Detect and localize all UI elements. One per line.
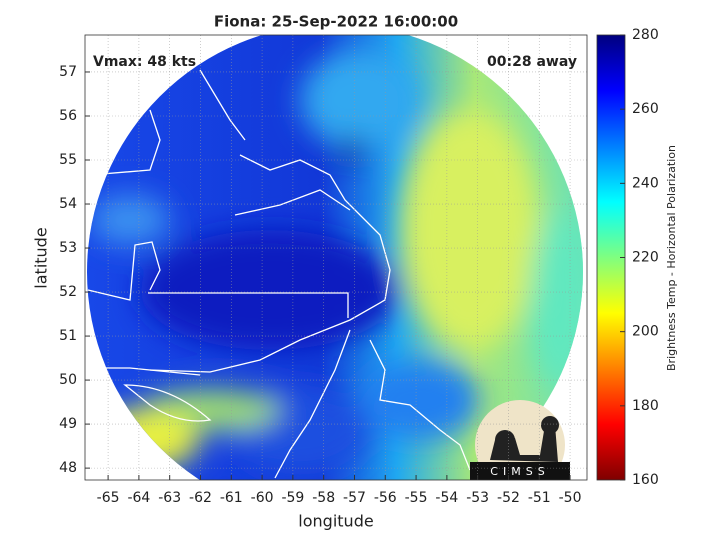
colorbar-tick-label: 280 <box>632 27 659 43</box>
x-tick-label: -56 <box>374 490 397 506</box>
x-tick-label: -58 <box>312 490 335 506</box>
y-tick-label: 52 <box>59 284 77 300</box>
colorbar-tick-label: 180 <box>632 398 659 414</box>
colorbar-tick-label: 200 <box>632 324 659 340</box>
title: Fiona: 25-Sep-2022 16:00:00 <box>214 13 458 31</box>
colorbar-tick-label: 240 <box>632 175 659 191</box>
y-tick-label: 54 <box>59 196 77 212</box>
y-tick-label: 57 <box>59 64 77 80</box>
colorbar-tick-label: 160 <box>632 472 659 488</box>
plot-frame <box>84 34 588 481</box>
x-tick-label: -55 <box>405 490 428 506</box>
y-tick-label: 50 <box>59 372 77 388</box>
colorbar-tick-label: 260 <box>632 101 659 117</box>
x-tick-label: -52 <box>497 490 520 506</box>
x-tick-label: -64 <box>127 490 150 506</box>
x-axis-label: longitude <box>298 512 373 531</box>
y-tick-label: 51 <box>59 328 77 344</box>
logo: CIMSS <box>470 400 570 480</box>
x-tick-label: -54 <box>435 490 458 506</box>
colorbar-tick-label: 220 <box>632 250 659 266</box>
x-tick-label: -50 <box>559 490 582 506</box>
annotation: 00:28 away <box>487 54 577 70</box>
y-tick-label: 48 <box>59 460 77 476</box>
annotation: Vmax: 48 kts <box>93 54 196 70</box>
x-tick-label: -61 <box>220 490 243 506</box>
x-tick-label: -51 <box>528 490 551 506</box>
x-tick-label: -62 <box>189 490 212 506</box>
y-tick-label: 53 <box>59 240 77 256</box>
colorbar-label: Brightness Temp - Horizontal Polarizatio… <box>665 145 678 371</box>
satellite-image: CIMSS <box>85 35 583 480</box>
x-tick-label: -59 <box>281 490 304 506</box>
x-tick-label: -57 <box>343 490 366 506</box>
x-tick-label: -63 <box>158 490 181 506</box>
x-tick-label: -53 <box>466 490 489 506</box>
x-tick-label: -60 <box>251 490 274 506</box>
logo-text: CIMSS <box>490 465 549 478</box>
y-tick-label: 49 <box>59 416 77 432</box>
y-tick-label: 56 <box>59 108 77 124</box>
y-tick-label: 55 <box>59 152 77 168</box>
y-axis-label: latitude <box>32 227 51 288</box>
x-tick-label: -65 <box>97 490 120 506</box>
